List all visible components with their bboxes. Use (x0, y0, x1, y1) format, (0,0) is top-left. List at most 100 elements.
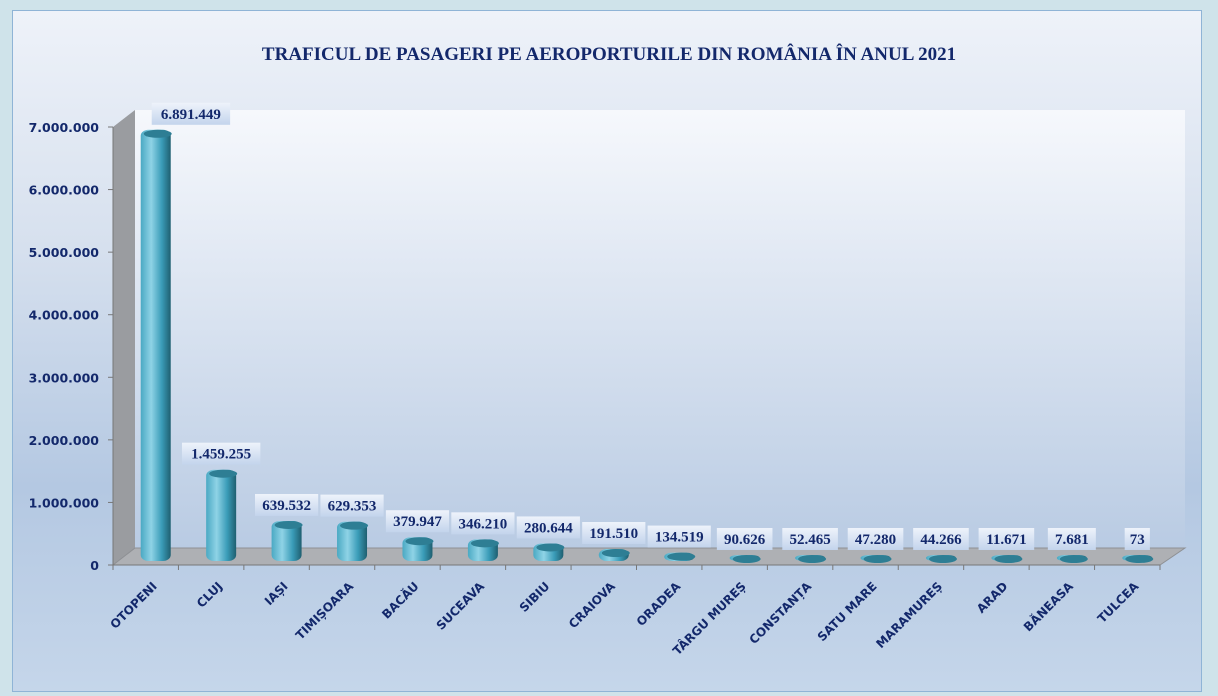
bar-top (536, 543, 565, 552)
bar (598, 549, 630, 561)
x-category-label: SATU MARE (815, 579, 880, 644)
data-label-text: 44.266 (920, 532, 962, 548)
x-category-label: TIMIȘOARA (293, 579, 357, 643)
data-label: 44.266 (913, 528, 969, 550)
data-label-box (913, 528, 969, 550)
y-tick-label: 2.000.000 (29, 433, 100, 448)
data-label-text: 191.510 (589, 526, 638, 542)
x-category-label: CRAIOVA (566, 579, 618, 631)
data-label-text: 346.210 (459, 516, 508, 532)
data-label-box (151, 102, 231, 125)
bar-top (209, 469, 238, 478)
x-category-label: BACĂU (379, 579, 422, 622)
x-category-label: ARAD (974, 579, 1011, 616)
x-category-label: CLUJ (194, 579, 225, 610)
bar (402, 537, 434, 561)
bar (991, 555, 1023, 563)
data-label-text: 90.626 (724, 532, 766, 548)
data-label-box (320, 494, 384, 517)
bar (140, 129, 172, 562)
bar-top (1059, 555, 1088, 563)
bar-top (1125, 555, 1154, 563)
data-label-box (516, 516, 580, 539)
data-label-box (254, 493, 319, 516)
bar (729, 555, 761, 563)
data-label: 7.681 (1047, 528, 1096, 550)
bar (533, 543, 565, 561)
bar-top (798, 555, 827, 563)
data-label: 134.519 (647, 525, 711, 548)
x-category-label: ORADEA (634, 579, 684, 629)
bar (337, 521, 369, 561)
x-category-label: SUCEAVA (434, 579, 488, 633)
bar-top (994, 555, 1023, 563)
bar-top (340, 521, 369, 530)
data-label-box (582, 522, 646, 545)
y-tick-label: 6.000.000 (29, 183, 100, 198)
data-label-box (978, 528, 1035, 550)
y-tick-label: 3.000.000 (29, 370, 100, 385)
data-label-box (782, 528, 838, 550)
x-category-label: TULCEA (1095, 579, 1142, 626)
bar-top (274, 520, 303, 529)
data-label-box (181, 442, 261, 465)
data-label-text: 11.671 (986, 532, 1026, 548)
bar-body (140, 129, 171, 562)
data-label: 52.465 (782, 528, 838, 550)
bar (860, 555, 892, 563)
data-label-text: 6.891.449 (161, 107, 221, 123)
data-label-text: 7.681 (1055, 532, 1089, 548)
data-label: 11.671 (978, 528, 1035, 550)
data-label-box (847, 528, 904, 550)
bar-body (337, 521, 368, 561)
data-label-text: 280.644 (524, 520, 573, 536)
data-label-text: 629.353 (328, 499, 377, 515)
data-label-box (1047, 528, 1096, 550)
data-label: 346.210 (451, 512, 515, 535)
bar-top (863, 555, 892, 563)
bar (467, 539, 499, 561)
data-label: 280.644 (516, 516, 580, 539)
bar (664, 552, 696, 561)
data-label-text: 47.280 (855, 532, 896, 548)
y-tick-label: 0 (90, 558, 99, 573)
bar-top (601, 549, 630, 558)
x-category-label: CONSTANȚA (747, 579, 815, 647)
data-label-box (1124, 528, 1150, 550)
data-label-box (385, 510, 450, 533)
x-category-label: IAȘI (262, 579, 291, 608)
data-label: 73 (1124, 528, 1150, 550)
bar-top (143, 129, 172, 138)
data-label-text: 1.459.255 (191, 447, 251, 463)
back-wall (135, 110, 1185, 548)
bar (1122, 555, 1154, 563)
bar (1056, 555, 1088, 563)
data-label: 629.353 (320, 494, 384, 517)
data-label-text: 73 (1130, 532, 1145, 548)
data-label-text: 52.465 (789, 532, 830, 548)
bar-body (206, 469, 237, 561)
y-tick-label: 4.000.000 (29, 308, 100, 323)
data-label: 639.532 (254, 493, 319, 516)
side-wall (113, 110, 135, 565)
data-label: 90.626 (716, 528, 773, 550)
bar (925, 555, 957, 563)
data-label-box (716, 528, 773, 550)
x-category-label: BĂNEASA (1020, 578, 1076, 634)
bar (206, 469, 238, 561)
bar (795, 555, 827, 563)
bar-top (470, 539, 499, 548)
data-label-box (451, 512, 515, 535)
data-label-box (647, 525, 711, 548)
bar-top (667, 552, 696, 561)
bar (271, 520, 303, 561)
y-tick-label: 1.000.000 (29, 495, 100, 510)
bar-top (405, 537, 434, 546)
bar-top (928, 555, 957, 563)
data-label: 6.891.449 (151, 102, 231, 125)
bar-top (732, 555, 761, 563)
bar-body (271, 520, 302, 561)
data-label: 191.510 (582, 522, 646, 545)
data-label: 1.459.255 (181, 442, 261, 465)
